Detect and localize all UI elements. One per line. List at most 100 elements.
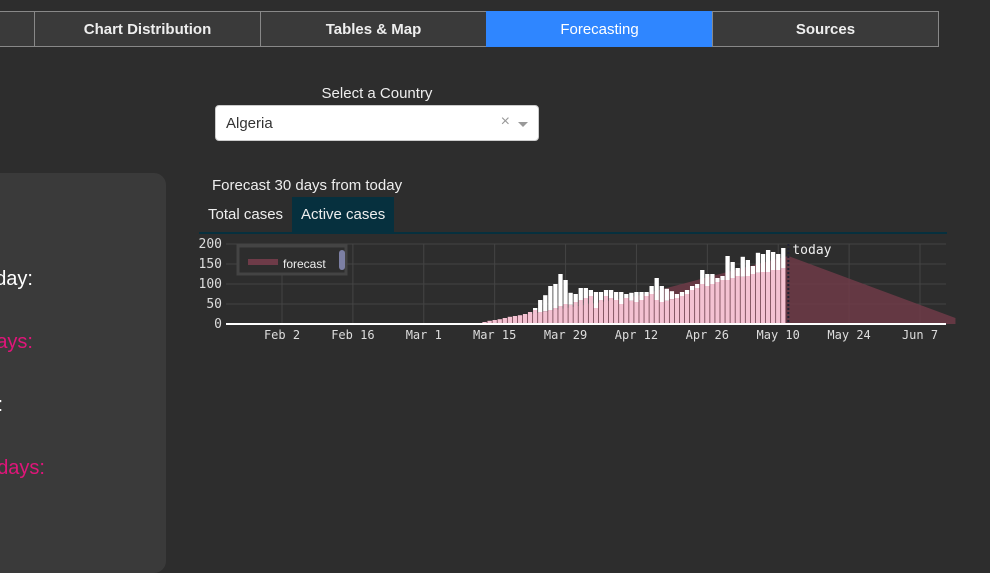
clear-icon[interactable]: × [500, 113, 510, 130]
bar-extra [558, 274, 563, 306]
y-tick-label: 50 [206, 297, 222, 312]
tab-chart-distribution[interactable]: Chart Distribution [34, 11, 261, 47]
bar-extra [563, 280, 568, 304]
bar-active [558, 306, 563, 324]
y-tick-label: 100 [199, 277, 222, 292]
bar-active [710, 284, 715, 324]
bar-active [725, 280, 730, 324]
country-select-value: Algeria [226, 114, 273, 132]
x-tick-label: Mar 29 [544, 328, 587, 342]
bar-extra [639, 292, 644, 300]
bar-active [492, 320, 497, 324]
bar-active [659, 302, 664, 324]
bar-extra [725, 256, 730, 280]
bar-extra [674, 294, 680, 298]
main-tabs: Chart Distribution Tables & Map Forecast… [0, 11, 939, 47]
bar-active [593, 308, 599, 324]
bar-active [629, 300, 634, 324]
bar-extra [634, 292, 639, 302]
x-tick-label: May 10 [757, 328, 800, 342]
bar-active [669, 299, 675, 324]
bar-extra [588, 290, 594, 296]
bar-active [583, 298, 588, 324]
bar-extra [649, 286, 654, 294]
bar-extra [573, 294, 578, 302]
bar-active [771, 270, 776, 324]
bar-active [639, 300, 644, 324]
bar-active [507, 316, 513, 324]
bar-active [624, 298, 629, 324]
bar-active [765, 272, 771, 324]
bar-active [563, 304, 568, 324]
bar-active [533, 310, 538, 324]
tab-tables-map[interactable]: Tables & Map [260, 11, 487, 47]
bar-extra [664, 288, 669, 301]
bar-extra [684, 290, 690, 294]
bar-active [649, 294, 654, 324]
bar-extra [735, 268, 740, 276]
bar-extra [598, 292, 604, 300]
bar-extra [715, 278, 720, 282]
subtab-total-cases[interactable]: Total cases [208, 206, 284, 223]
bar-active [512, 316, 518, 324]
legend-scrollbar[interactable] [339, 250, 345, 270]
bar-extra [755, 252, 761, 273]
x-tick-label: Feb 2 [264, 328, 300, 342]
country-select[interactable]: Algeria × [215, 105, 539, 141]
bar-extra [765, 250, 771, 272]
bar-extra [730, 262, 735, 278]
bar-active [700, 284, 705, 324]
bar-extra [659, 286, 664, 302]
chevron-down-icon[interactable] [518, 122, 528, 132]
bar-extra [608, 290, 614, 298]
bar-active [755, 272, 761, 324]
bar-active [760, 272, 766, 324]
subtab-underline [199, 232, 947, 234]
bar-active [654, 300, 659, 324]
country-select-label: Select a Country [321, 85, 433, 102]
bar-extra [654, 278, 659, 300]
bar-extra [603, 290, 609, 296]
bar-active [553, 308, 558, 324]
bar-extra [695, 284, 700, 288]
bar-extra [771, 252, 776, 270]
panel-line-4: days: [0, 457, 45, 479]
bar-extra [619, 292, 624, 304]
panel-line-3: : [0, 394, 3, 417]
forecast-subtabs: Total cases Active cases [199, 197, 395, 233]
bar-active [750, 274, 756, 324]
subtab-active-cases[interactable]: Active cases [292, 197, 395, 233]
bar-extra [740, 256, 745, 277]
bar-extra [669, 291, 675, 300]
bar-extra [689, 286, 695, 290]
bar-extra [700, 270, 705, 284]
y-tick-label: 200 [199, 237, 222, 252]
bar-extra [568, 292, 573, 305]
legend-swatch [248, 259, 278, 265]
bar-extra [533, 308, 538, 310]
x-tick-label: Apr 26 [686, 328, 729, 342]
bar-active [497, 319, 502, 324]
bar-extra [548, 286, 553, 310]
bar-active [705, 286, 710, 324]
tab-forecasting[interactable]: Forecasting [486, 11, 713, 47]
bar-extra [760, 254, 766, 272]
bar-active [695, 288, 700, 324]
bar-active [679, 296, 685, 324]
bar-active [689, 290, 695, 324]
bar-extra [578, 288, 583, 300]
panel-line-1: day: [0, 268, 33, 290]
tab-sources[interactable]: Sources [712, 11, 939, 47]
bar-active [735, 276, 740, 324]
tab-previous[interactable] [0, 11, 35, 47]
bar-active [487, 320, 492, 324]
bar-active [548, 310, 553, 324]
bar-extra [679, 292, 685, 296]
bar-extra [781, 248, 786, 268]
bar-active [781, 268, 786, 324]
forecast-title: Forecast 30 days from today [212, 177, 403, 194]
bar-active [527, 312, 533, 324]
legend-label: forecast [283, 257, 326, 271]
bar-active [684, 294, 690, 324]
bar-extra [583, 288, 588, 298]
